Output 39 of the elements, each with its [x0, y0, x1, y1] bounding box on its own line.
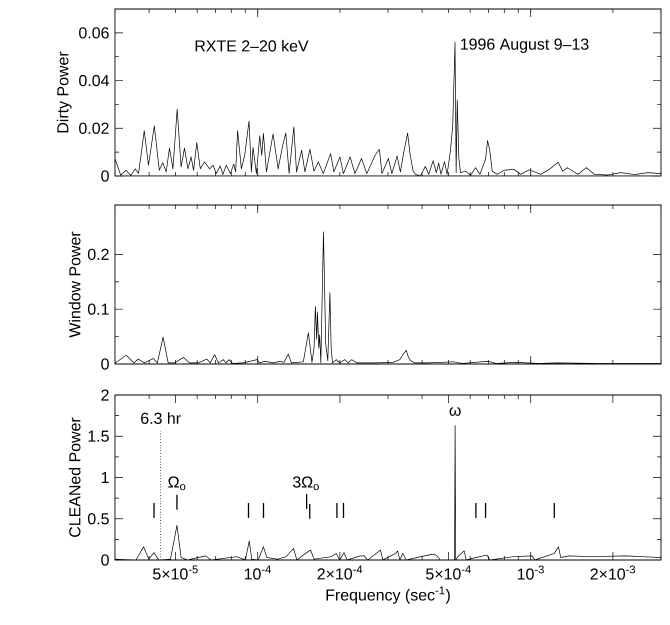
annotation: ω [450, 407, 461, 416]
annotation: | [342, 503, 344, 518]
y-axis-title: Window Power [68, 232, 80, 338]
x-tick-label: 2×10$^{-4}$ [318, 566, 362, 580]
annotation: | [248, 503, 250, 518]
annotation: | [336, 503, 338, 518]
annotation: 3Ω$_{o}$ [292, 476, 319, 490]
annotation: | [306, 494, 308, 509]
y-tick-label: 1.5 [88, 430, 109, 442]
y-axis-title: Dirty Power [56, 52, 72, 132]
y-tick-label: 1 [102, 472, 109, 483]
x-tick-label: 10$^{-4}$ [244, 566, 271, 580]
annotation: Ω$_{o}$ [168, 476, 186, 490]
y-tick-label: 0.5 [88, 513, 109, 524]
y-tick-label: 0 [101, 170, 109, 182]
y-tick-label: 0 [101, 554, 109, 566]
y-tick-label: 0.1 [88, 304, 109, 315]
y-tick-label: 2 [101, 389, 109, 401]
annotation: | [153, 503, 155, 518]
annotation: RXTE 2–20 keV [196, 40, 309, 52]
y-axis-title: CLEANed Power [68, 418, 80, 537]
x-tick-label: 10$^{-3}$ [518, 566, 544, 580]
x-tick-label: 5×10$^{-5}$ [153, 566, 198, 580]
annotation: 1996 August 9–13 [461, 38, 588, 53]
x-tick-label: 2×10$^{-3}$ [590, 566, 636, 580]
annotation: | [176, 494, 178, 510]
y-tick-label: 0 [101, 358, 109, 370]
y-tick-label: 0.02 [79, 122, 109, 134]
annotation: | [262, 503, 264, 518]
annotation: | [309, 504, 310, 519]
annotation: | [475, 503, 477, 518]
y-tick-label: 0.2 [88, 248, 109, 260]
ref-line-label: 6.3 hr [141, 412, 181, 424]
annotation: | [554, 503, 555, 518]
x-tick-label: 5×10$^{-4}$ [426, 566, 471, 580]
annotation: | [484, 503, 486, 518]
y-tick-label: 0.04 [79, 74, 109, 86]
y-tick-label: 0.06 [79, 27, 109, 38]
x-axis-title: Frequency (sec$^{-1}$) [326, 586, 450, 604]
